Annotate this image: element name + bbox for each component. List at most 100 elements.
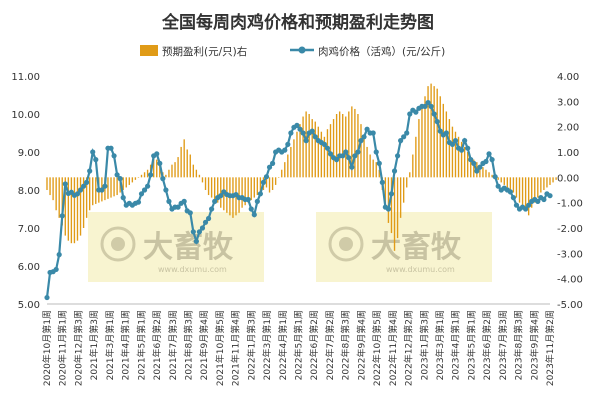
profit-bar	[52, 177, 54, 201]
profit-bar	[323, 136, 326, 178]
x-axis-tick-label: 2020年12月第3周	[72, 310, 84, 386]
price-point	[401, 134, 407, 140]
profit-bar	[470, 157, 472, 178]
left-axis-tick-label: 7.00	[18, 224, 40, 235]
legend-bar-swatch	[140, 45, 158, 56]
x-axis-tick-label: 2022年6月第2周	[308, 310, 320, 380]
right-axis-tick-label: 0.00	[557, 173, 579, 184]
profit-bar	[451, 126, 454, 178]
price-point	[120, 195, 126, 201]
profit-bar	[338, 111, 341, 178]
profit-bar	[174, 162, 176, 178]
profit-bar	[46, 177, 48, 190]
profit-bar	[92, 177, 94, 206]
profit-bar	[79, 177, 82, 236]
chart-title: 全国每周肉鸡价格和预期盈利走势图	[162, 13, 434, 33]
profit-bar	[506, 177, 509, 188]
x-axis-tick-label: 2023年3月第1周	[434, 310, 446, 380]
profit-bar	[332, 119, 335, 178]
price-point	[394, 153, 401, 159]
price-point	[187, 210, 193, 216]
watermark-url: www.dxumu.com	[386, 265, 455, 274]
price-line	[44, 100, 553, 301]
price-point	[102, 183, 108, 189]
right-axis-tick-label: -1.00	[557, 199, 583, 210]
profit-bar	[290, 146, 292, 178]
profit-bar	[518, 177, 521, 203]
profit-bar	[463, 146, 466, 178]
profit-bar	[488, 172, 490, 178]
profit-bar	[442, 103, 444, 178]
profit-bar	[189, 154, 191, 178]
profit-bar	[305, 111, 307, 178]
price-point	[471, 160, 477, 166]
price-point	[303, 138, 309, 144]
profit-bar	[430, 83, 432, 178]
price-point	[257, 191, 263, 197]
price-point	[465, 145, 471, 151]
x-axis-tick-label: 2022年10月第5周	[371, 310, 383, 386]
profit-bar	[85, 177, 88, 218]
profit-bar	[345, 116, 347, 178]
price-point	[190, 229, 196, 235]
price-point	[462, 138, 468, 144]
profit-bar	[348, 111, 350, 178]
profit-bar	[479, 164, 481, 178]
watermark-logo-icon	[328, 226, 364, 262]
price-point	[53, 266, 59, 273]
price-point	[483, 158, 489, 165]
price-point	[90, 149, 96, 155]
price-point	[343, 149, 349, 155]
profit-bar	[543, 177, 545, 190]
profit-bar	[168, 169, 170, 178]
x-axis-tick-label: 2021年6月第2周	[151, 310, 163, 380]
price-point	[379, 179, 385, 185]
profit-bar	[125, 177, 127, 188]
profit-bar	[253, 177, 255, 198]
profit-bar	[424, 96, 426, 178]
price-point	[145, 183, 151, 189]
price-point	[468, 157, 474, 163]
profit-bar	[49, 177, 51, 196]
profit-bar	[244, 177, 246, 206]
price-point	[196, 229, 203, 235]
profit-bar	[299, 124, 301, 178]
price-point	[541, 196, 547, 203]
price-point	[285, 141, 291, 147]
profit-bar	[360, 124, 362, 178]
profit-bar	[363, 136, 365, 178]
profit-bar	[509, 177, 512, 190]
profit-bar	[320, 131, 323, 178]
profit-bar	[287, 154, 289, 178]
profit-bar	[375, 162, 377, 178]
price-point	[248, 206, 254, 212]
price-point	[99, 187, 105, 193]
price-point	[373, 149, 379, 155]
x-axis-tick-label: 2020年11月第1周	[57, 310, 69, 386]
profit-bar	[326, 129, 329, 178]
profit-bar	[534, 177, 536, 203]
profit-bar	[412, 154, 414, 178]
x-axis-tick-label: 2023年8月第3周	[513, 310, 525, 380]
price-point	[425, 100, 431, 106]
price-point	[138, 191, 145, 197]
profit-bar	[354, 108, 356, 178]
price-point	[489, 157, 495, 163]
profit-bar	[317, 126, 319, 178]
profit-bar	[250, 177, 252, 201]
price-point	[309, 128, 315, 134]
price-point	[513, 202, 520, 208]
x-axis-tick-label: 2023年11月第2周	[544, 310, 556, 386]
price-point	[477, 164, 483, 170]
x-axis-tick-label: 2022年3月第1周	[261, 310, 273, 380]
price-point	[77, 187, 84, 193]
price-point	[422, 103, 428, 109]
right-axis-tick-label: -2.00	[557, 224, 583, 235]
price-point	[297, 126, 303, 132]
price-point	[327, 151, 334, 157]
price-point	[87, 168, 93, 174]
price-point	[407, 111, 413, 117]
profit-bar	[198, 174, 201, 178]
